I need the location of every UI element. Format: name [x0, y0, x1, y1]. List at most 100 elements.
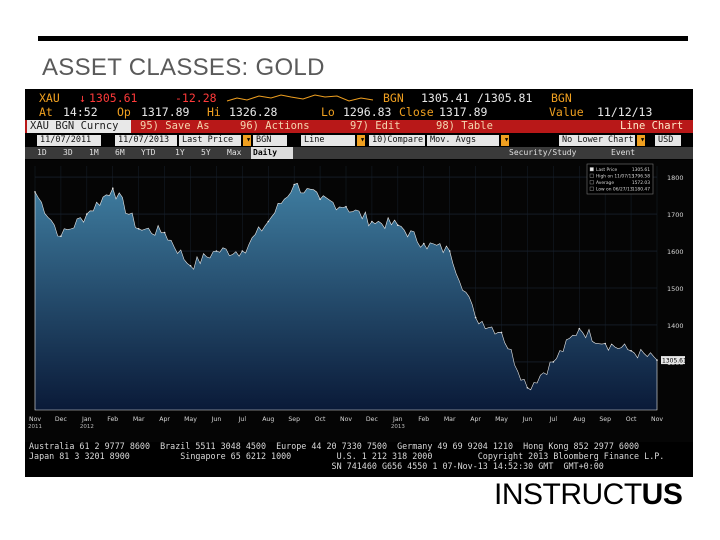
menu-table[interactable]: 98) Table	[436, 120, 493, 132]
instructus-logo: INSTRUCTUS	[494, 478, 683, 511]
data-point	[137, 228, 140, 230]
range-6m[interactable]: 6M	[115, 148, 125, 157]
x-tick-label: Nov	[340, 416, 352, 423]
chart-type-label[interactable]: Line Chart	[620, 120, 684, 132]
title-rule	[38, 36, 688, 41]
x-tick-label: Jun	[211, 416, 222, 423]
range-ytd[interactable]: YTD	[141, 148, 156, 157]
event-button[interactable]: Event	[611, 148, 636, 157]
data-point	[241, 250, 244, 252]
data-point	[267, 220, 270, 223]
data-point	[500, 331, 503, 334]
x-year-label: 2013	[391, 424, 405, 430]
data-point	[526, 387, 529, 389]
menu-bar: XAU BGN Curncy 95) Save As 96) Actions 9…	[25, 120, 693, 133]
y-tick-label: 1600	[667, 248, 684, 256]
security-study-button[interactable]: Security/Study	[509, 148, 577, 157]
ticker-symbol: XAU	[39, 91, 60, 105]
close-price: 1317.89	[439, 105, 488, 119]
start-date-input[interactable]: 11/07/2011	[37, 135, 101, 146]
data-point	[163, 231, 166, 234]
footer-line-1: Australia 61 2 9777 8600 Brazil 5511 304…	[29, 441, 640, 451]
x-tick-label: Oct	[626, 416, 637, 423]
x-tick-label: Nov	[29, 416, 41, 423]
legend-label: Low on 06/27/13	[596, 187, 633, 193]
quote-line-1: XAU ↓ 1305.61 -12.28 BGN 1305.41 /1305.8…	[25, 91, 693, 105]
x-tick-label: Oct	[315, 416, 326, 423]
x-tick-label: May	[495, 416, 508, 423]
chevron-down-icon[interactable]: ▾	[501, 135, 509, 146]
data-point	[215, 250, 218, 252]
data-point	[371, 220, 373, 223]
high-price: 1326.28	[229, 105, 278, 119]
end-date-input[interactable]: 11/07/2013	[115, 135, 177, 146]
time-label: At	[39, 105, 53, 119]
x-tick-label: Sep	[288, 416, 300, 423]
legend-swatch	[589, 186, 594, 191]
menu-actions[interactable]: 96) Actions	[240, 120, 310, 132]
x-tick-label: Aug	[573, 416, 585, 423]
line-select[interactable]: Line	[301, 135, 355, 146]
range-1m[interactable]: 1M	[89, 148, 99, 157]
range-1y[interactable]: 1Y	[175, 148, 185, 157]
last-price: 1305.61	[89, 91, 138, 105]
x-tick-label: Jul	[238, 416, 247, 423]
options-bar: 11/07/2011 11/07/2013 Last Price ▾ BGN L…	[25, 135, 693, 146]
gold-price-chart: 180017001600150014001300 NovDecJanFebMar…	[25, 160, 693, 442]
data-point	[319, 198, 321, 201]
moving-averages-select[interactable]: Mov. Avgs	[427, 135, 499, 146]
legend-value: 1796.58	[632, 174, 650, 180]
x-tick-label: May	[184, 416, 197, 423]
x-tick-label: Jun	[522, 416, 533, 423]
legend-label: Average	[596, 180, 614, 186]
x-tick-label: Jan	[392, 416, 403, 423]
last-price-marker	[661, 356, 685, 365]
high-label: Hi	[207, 105, 221, 119]
intraday-sparkline-icon	[226, 94, 374, 102]
data-point	[189, 265, 192, 267]
x-tick-label: Apr	[470, 416, 481, 423]
x-tick-label: Dec	[55, 416, 68, 423]
security-field[interactable]: XAU BGN Curncy	[27, 120, 131, 133]
data-point	[86, 213, 88, 215]
chevron-down-icon[interactable]: ▾	[357, 135, 365, 146]
data-point	[552, 361, 555, 363]
compare-button[interactable]: 10)Compare	[369, 135, 425, 146]
low-label: Lo	[321, 105, 335, 119]
footer-line-3: SN 741460 G656 4550 1 07-Nov-13 14:52:30…	[29, 461, 604, 471]
y-tick-label: 1400	[667, 322, 684, 330]
data-point	[397, 224, 399, 226]
period-select[interactable]: Daily	[251, 147, 293, 159]
data-point	[423, 242, 425, 245]
menu-save-as[interactable]: 95) Save As	[140, 120, 210, 132]
data-point	[630, 350, 632, 352]
footer-line-2: Japan 81 3 3201 8900 Singapore 65 6212 1…	[29, 451, 665, 461]
x-tick-label: Nov	[651, 416, 663, 423]
y-tick-label: 1500	[667, 285, 684, 293]
data-point	[60, 235, 62, 237]
last-price-marker-label: 1305.61	[662, 357, 687, 364]
range-1d[interactable]: 1D	[37, 148, 47, 157]
currency-select[interactable]: USD	[655, 135, 681, 146]
x-tick-label: Mar	[133, 416, 145, 423]
legend-swatch	[589, 167, 594, 172]
source-input[interactable]: BGN	[253, 135, 287, 146]
y-tick-label: 1700	[667, 211, 684, 219]
low-price: 1296.83	[343, 105, 392, 119]
value-label: Value	[549, 105, 584, 119]
x-year-label: 2012	[80, 424, 94, 430]
data-point	[604, 342, 606, 345]
bid-source: BGN	[383, 91, 404, 105]
range-max[interactable]: Max	[227, 148, 242, 157]
bloomberg-terminal-screenshot: XAU ↓ 1305.61 -12.28 BGN 1305.41 /1305.8…	[25, 89, 693, 477]
menu-edit[interactable]: 97) Edit	[350, 120, 401, 132]
open-label: Op	[117, 105, 131, 119]
legend-swatch	[589, 180, 594, 185]
range-3d[interactable]: 3D	[63, 148, 73, 157]
range-5y[interactable]: 5Y	[201, 148, 211, 157]
chevron-down-icon[interactable]: ▾	[637, 135, 645, 146]
data-point	[112, 187, 114, 189]
chevron-down-icon[interactable]: ▾	[243, 135, 251, 146]
lower-chart-select[interactable]: No Lower Chart	[559, 135, 635, 146]
field-select[interactable]: Last Price	[179, 135, 241, 146]
